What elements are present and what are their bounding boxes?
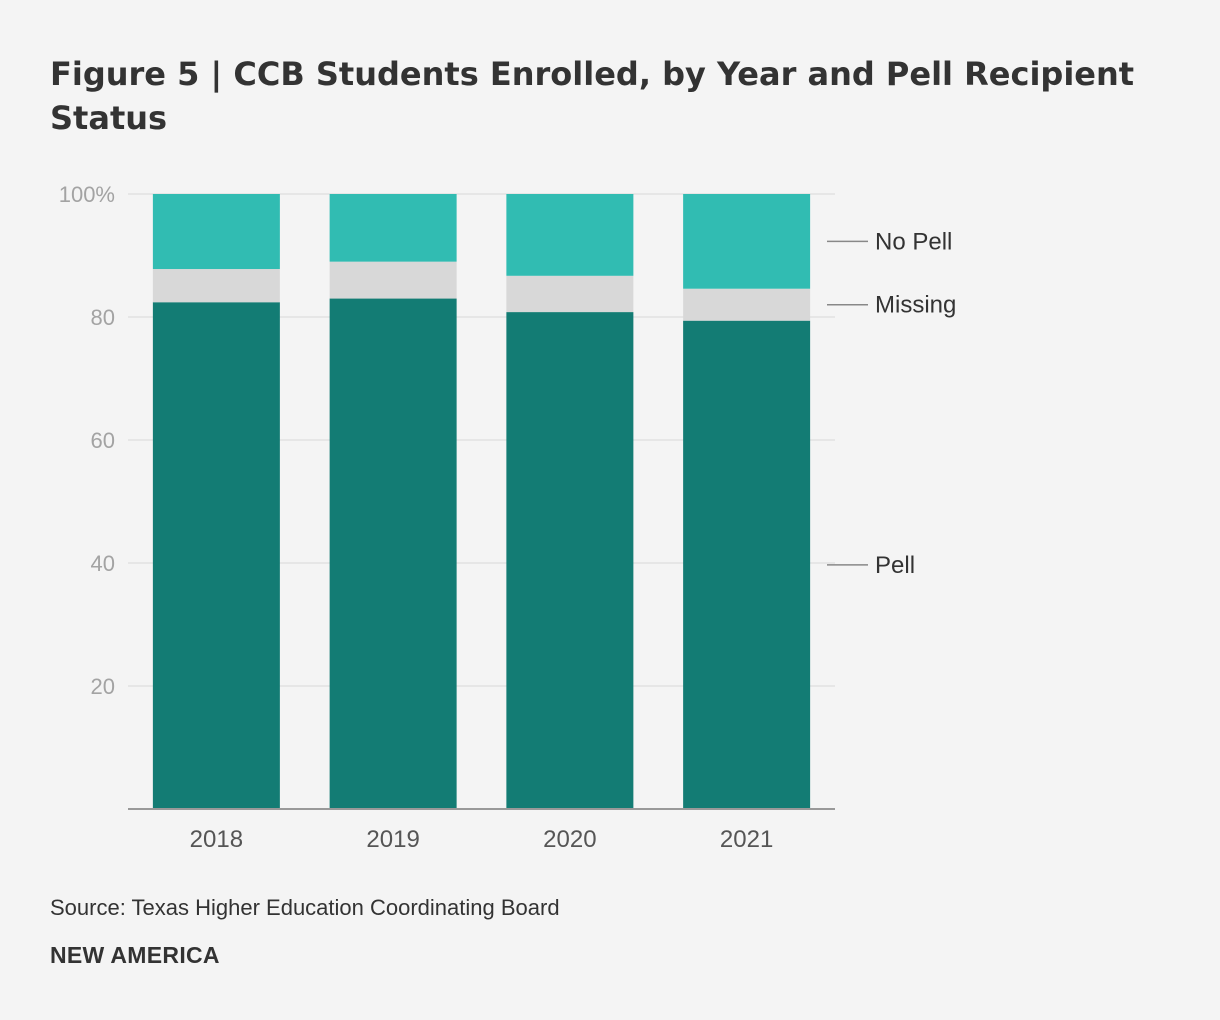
legend: Pell Missing No Pell — [827, 228, 956, 579]
source-note: Source: Texas Higher Education Coordinat… — [50, 895, 560, 920]
bar-pell-2018 — [152, 302, 280, 809]
x-tick-label: 2020 — [543, 826, 596, 853]
y-tick-label: 60 — [91, 428, 115, 453]
bars — [152, 194, 811, 809]
bar-missing-2019 — [329, 261, 457, 299]
chart-title: Figure 5 | CCB Students Enrolled, by Yea… — [50, 55, 1135, 137]
bar-pell-2021 — [683, 320, 811, 809]
y-tick-label: 80 — [91, 305, 115, 330]
bar-pell-2020 — [506, 312, 634, 809]
brand-logo-text: NEW AMERICA — [50, 942, 220, 968]
x-tick-label: 2021 — [720, 826, 773, 853]
x-tick-label: 2019 — [366, 826, 419, 853]
stacked-bar-chart: 20 40 60 80 100% 2018 2019 2020 2021 Pell Missing… — [59, 182, 957, 853]
legend-label-pell: Pell — [875, 552, 915, 579]
y-tick-label: 40 — [91, 551, 115, 576]
y-tick-label: 20 — [91, 674, 115, 699]
bar-no-pell-2020 — [506, 194, 634, 276]
bar-pell-2019 — [329, 298, 457, 809]
bar-no-pell-2019 — [329, 194, 457, 262]
bar-no-pell-2021 — [683, 194, 811, 289]
x-tick-label: 2018 — [190, 826, 243, 853]
y-tick-label: 100% — [59, 182, 115, 207]
bar-missing-2018 — [152, 269, 280, 303]
legend-label-missing: Missing — [875, 292, 956, 319]
legend-label-no-pell: No Pell — [875, 228, 952, 255]
axes: 20 40 60 80 100% 2018 2019 2020 2021 — [59, 182, 835, 853]
bar-missing-2021 — [683, 288, 811, 321]
bar-missing-2020 — [506, 275, 634, 313]
bar-no-pell-2018 — [152, 194, 280, 270]
